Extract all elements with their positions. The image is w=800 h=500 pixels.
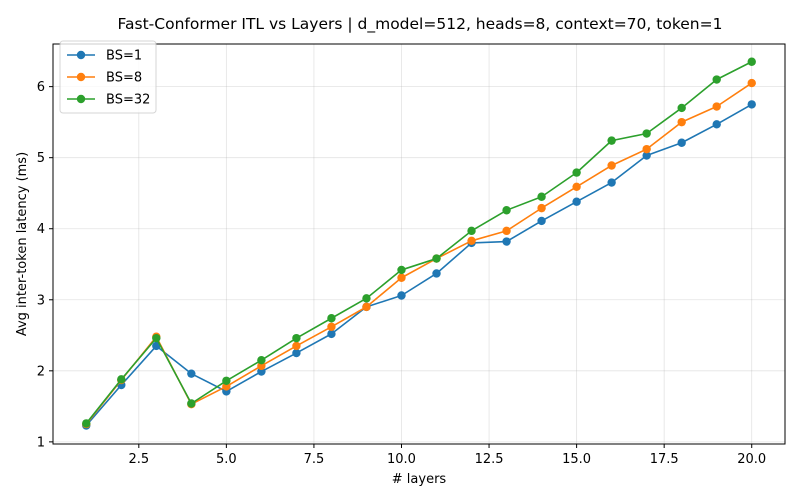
x-tick-label: 20.0	[737, 452, 766, 467]
y-axis-label: Avg inter-token latency (ms)	[15, 152, 30, 336]
y-tick-label: 3	[37, 293, 45, 308]
data-point	[537, 216, 546, 226]
grid	[53, 44, 785, 444]
y-tick-label: 6	[37, 80, 45, 95]
legend-label: BS=8	[106, 71, 142, 86]
data-point	[117, 375, 126, 384]
x-tick-label: 17.5	[650, 452, 679, 467]
legend-marker	[76, 50, 86, 60]
y-tick-label: 1	[37, 435, 45, 450]
data-point	[677, 103, 686, 113]
x-tick-label: 10.0	[387, 452, 416, 467]
data-point	[642, 151, 651, 160]
y-tick-label: 5	[37, 151, 45, 166]
data-point	[537, 192, 546, 201]
x-tick-label: 15.0	[562, 452, 591, 467]
x-tick-label: 12.5	[475, 452, 504, 467]
data-point	[607, 178, 616, 187]
data-point	[327, 322, 336, 331]
legend-label: BS=1	[106, 49, 142, 64]
x-tick-label: 7.5	[304, 452, 325, 467]
data-point	[502, 206, 511, 215]
series-3	[82, 57, 756, 428]
data-point	[712, 75, 721, 84]
legend-box	[59, 40, 157, 114]
legend: BS=1 BS=8 BS=32	[59, 40, 157, 114]
data-point	[502, 237, 511, 246]
data-point	[257, 355, 266, 365]
data-point	[747, 100, 756, 109]
data-point	[152, 341, 161, 351]
data-point	[292, 341, 301, 351]
data-point	[712, 102, 721, 111]
plot-area: 2.5 5.0 7.5 10.0 12.5 15.0 17.5 20.0 1 2 3 4 5 6	[37, 43, 786, 467]
x-axis-label: # layers	[392, 472, 447, 487]
series-line	[85, 103, 753, 427]
series-layer	[82, 57, 756, 430]
data-point	[677, 117, 686, 127]
data-point	[747, 57, 756, 66]
legend-marker	[76, 94, 86, 104]
plot-frame	[52, 43, 786, 445]
plot-background	[53, 44, 785, 444]
data-point	[327, 329, 336, 339]
legend-label: BS=32	[106, 93, 150, 108]
data-point	[572, 182, 581, 192]
series-line	[85, 61, 753, 424]
series-line	[85, 82, 753, 425]
x-tick-label: 5.0	[216, 452, 237, 467]
data-point	[362, 294, 371, 303]
ticks: 2.5 5.0 7.5 10.0 12.5 15.0 17.5 20.0 1 2 3 4 5 6	[37, 80, 766, 467]
data-point	[747, 78, 756, 88]
data-point	[152, 333, 161, 343]
data-point	[642, 129, 651, 138]
y-tick-label: 4	[37, 222, 45, 237]
data-point	[362, 302, 371, 312]
data-point	[642, 144, 651, 154]
data-point	[82, 419, 91, 428]
data-point	[467, 226, 476, 236]
y-tick-label: 2	[37, 364, 45, 379]
data-point	[397, 291, 406, 300]
data-point	[537, 203, 546, 213]
chart-title: Fast-Conformer ITL vs Layers | d_model=5…	[118, 15, 723, 34]
data-point	[432, 269, 441, 278]
data-point	[502, 226, 511, 236]
data-point	[187, 369, 196, 378]
x-tick-label: 2.5	[128, 452, 149, 467]
data-point	[397, 273, 406, 282]
data-point	[327, 314, 336, 323]
data-point	[467, 236, 476, 246]
data-point	[572, 197, 581, 206]
data-point	[607, 161, 616, 170]
data-point	[187, 399, 196, 408]
data-point	[292, 333, 301, 343]
legend-marker	[76, 72, 86, 82]
data-point	[397, 265, 406, 275]
data-point	[222, 376, 231, 385]
data-point	[607, 136, 616, 145]
data-point	[432, 254, 441, 263]
data-point	[712, 120, 721, 129]
data-point	[572, 168, 581, 177]
data-point	[292, 348, 301, 358]
series-1	[82, 100, 756, 430]
data-point	[677, 138, 686, 147]
